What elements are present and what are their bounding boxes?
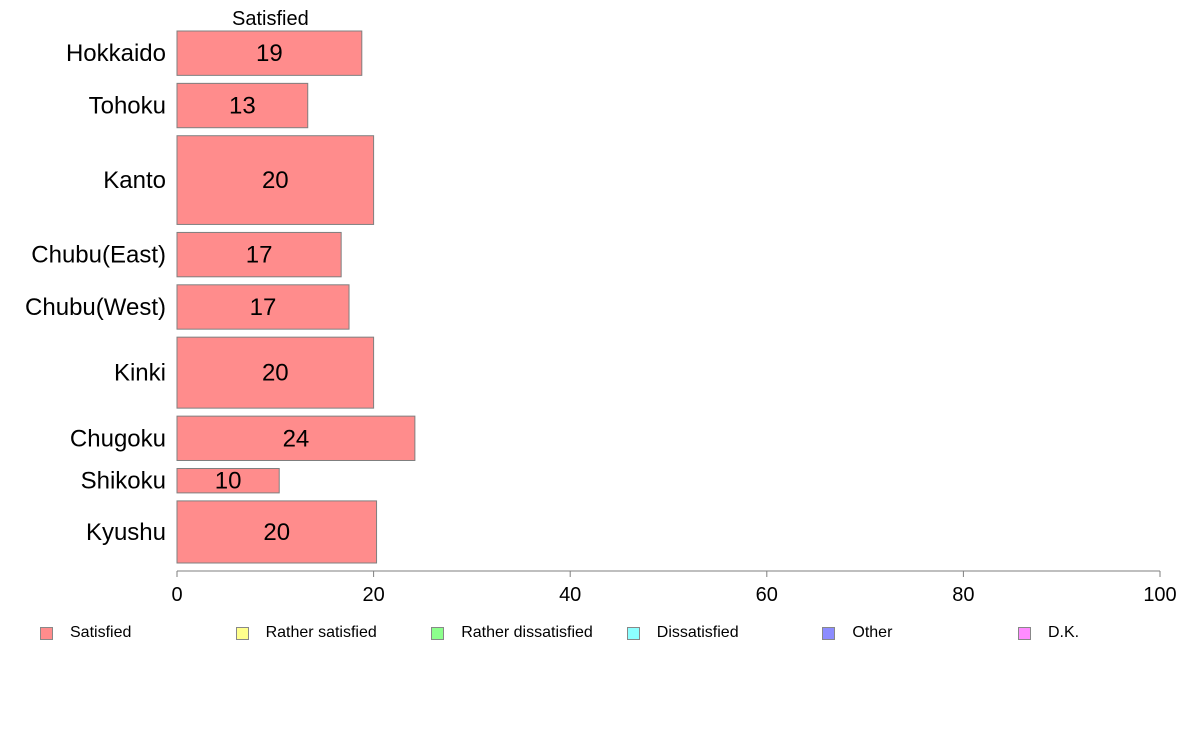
category-label: Kanto [103, 167, 166, 194]
data-label: 17 [246, 242, 273, 269]
x-tick-label: 0 [171, 584, 182, 606]
x-tick-label: 20 [362, 584, 384, 606]
legend-label: D.K. [1048, 624, 1080, 641]
legend-label: Rather satisfied [265, 624, 377, 641]
category-label: Kyushu [86, 519, 166, 546]
legend-label: Other [852, 624, 893, 641]
legend-label: Satisfied [70, 624, 132, 641]
legend-swatch [235, 626, 249, 640]
x-tick-label: 100 [1143, 584, 1176, 606]
data-label: 20 [263, 519, 290, 546]
legend-label: Rather dissatisfied [461, 624, 593, 641]
column-header: Satisfied [232, 8, 309, 30]
legend-swatch [431, 626, 445, 640]
category-label: Hokkaido [66, 40, 166, 67]
bar-chubu-west--satisfied [176, 284, 350, 330]
category-label: Shikoku [81, 468, 166, 495]
legend-swatch [40, 626, 53, 640]
legend-item: Rather dissatisfied [431, 624, 593, 642]
category-label: Chubu(West) [25, 294, 166, 321]
bar-kanto-satisfied [176, 135, 375, 225]
bar-chubu-east--satisfied [176, 231, 342, 278]
bar-shikoku-satisfied [176, 467, 280, 494]
bar-kinki-satisfied [176, 336, 375, 409]
x-tick-label: 40 [559, 584, 581, 606]
legend-item: Other [822, 624, 892, 642]
bar-chugoku-satisfied [176, 415, 416, 461]
category-label: Chubu(East) [31, 242, 166, 269]
data-label: 17 [250, 294, 277, 321]
category-label: Chugoku [70, 425, 166, 452]
legend-item: Satisfied [40, 624, 131, 642]
category-label: Tohoku [89, 93, 166, 120]
bar-tohoku-satisfied [176, 82, 309, 129]
data-label: 19 [256, 40, 283, 67]
x-tick-label: 60 [756, 584, 778, 606]
data-label: 24 [283, 425, 310, 452]
bar-hokkaido-satisfied [176, 30, 363, 76]
legend-swatch [1018, 626, 1031, 640]
legend-item: D.K. [1018, 624, 1079, 642]
data-label: 20 [262, 167, 289, 194]
data-label: 13 [229, 93, 256, 120]
legend-swatch [822, 626, 836, 640]
legend-label: Dissatisfied [656, 624, 739, 641]
data-label: 20 [262, 360, 289, 387]
bar-kyushu-satisfied [176, 500, 378, 564]
x-tick-label: 80 [952, 584, 974, 606]
legend-item: Rather satisfied [235, 624, 377, 642]
legend-swatch [626, 626, 640, 640]
category-label: Kinki [114, 360, 166, 387]
data-label: 10 [215, 468, 242, 495]
legend-item: Dissatisfied [626, 624, 739, 642]
